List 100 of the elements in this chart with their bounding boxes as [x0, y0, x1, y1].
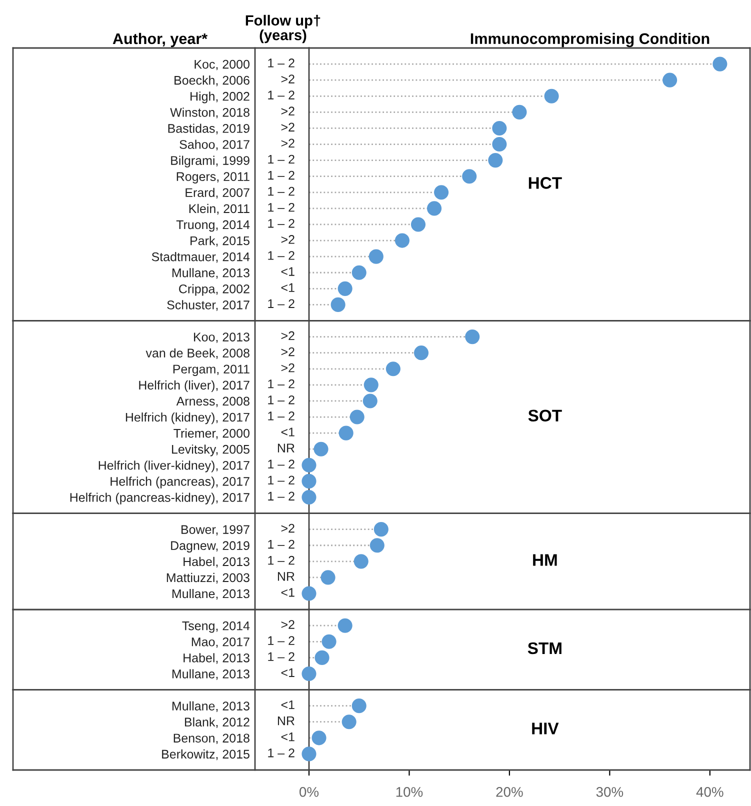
y-tick-label: Mullane, 2013: [172, 701, 250, 712]
point: [370, 538, 384, 553]
y2-tick-label: 1 – 2: [268, 154, 294, 164]
y-tick-label: Bilgrami, 1999: [171, 156, 250, 168]
y-tick-label: Stadtmauer, 2014: [152, 252, 250, 263]
point: [462, 169, 477, 184]
y2-tick-label: <1: [281, 588, 294, 597]
y2-tick-label: >2: [281, 138, 294, 148]
y2-tick-label: 1 – 2: [268, 460, 294, 468]
y2-tick-label: 1 – 2: [268, 90, 294, 100]
y2-tick-label: >2: [281, 122, 294, 132]
point: [338, 618, 352, 633]
y-tick-label: Levitsky, 2005: [172, 444, 250, 456]
y-tick-label: Mattiuzzi, 2003: [166, 572, 250, 584]
annotation: STM: [528, 642, 562, 654]
point: [492, 120, 507, 136]
point: [302, 474, 316, 488]
point: [314, 442, 328, 456]
y2-tick-label: 1 – 2: [268, 251, 294, 260]
y-tick-label: Truong, 2014: [176, 220, 250, 232]
point: [302, 746, 316, 762]
point: [434, 185, 449, 200]
point: [427, 201, 442, 216]
x-tick-label: 0%: [300, 787, 319, 797]
point: [338, 281, 352, 296]
y-tick-label: Erard, 2007: [186, 188, 250, 199]
y2-tick-label: NR: [278, 444, 294, 452]
annotation: HM: [533, 554, 557, 566]
point: [512, 104, 527, 120]
x-tick-label: 30%: [596, 787, 624, 797]
y-tick-label: van de Beek, 2008: [146, 348, 250, 359]
y-tick-label: Blank, 2012: [184, 717, 250, 728]
y2-tick-label: >2: [281, 524, 294, 533]
y-tick-label: Mullane, 2013: [172, 268, 250, 279]
y2-tick-label: <1: [281, 283, 294, 292]
point: [386, 362, 400, 376]
y2-tick-label: <1: [281, 428, 294, 436]
point: [312, 730, 326, 746]
y-tick-label: Berkowitz, 2015: [162, 749, 250, 760]
y-tick-label: Helfrich (pancreas-kidney), 2017: [70, 492, 250, 504]
y-axis-title: Author, year*: [112, 32, 208, 48]
y2-tick-label: 1 – 2: [268, 492, 294, 500]
y2-tick-label: 1 – 2: [268, 218, 294, 228]
y-tick-label: Helfrich (kidney), 2017: [126, 412, 250, 424]
point: [302, 666, 316, 682]
point: [362, 394, 378, 408]
x-tick-label: 20%: [496, 787, 523, 797]
y2-tick-label: 1 – 2: [268, 58, 294, 68]
point: [368, 249, 384, 264]
point: [354, 554, 368, 569]
y-tick-label: Rogers, 2011: [176, 172, 250, 184]
y-tick-label: Koc, 2000: [194, 60, 250, 70]
point: [320, 570, 336, 585]
point: [330, 297, 346, 312]
y2-tick-label: 1 – 2: [268, 299, 294, 308]
point: [465, 330, 480, 344]
y2-axis-title: Follow up† (years): [246, 14, 320, 44]
y2-tick-label: >2: [281, 620, 294, 629]
y2-tick-label: <1: [281, 668, 294, 677]
point: [544, 88, 559, 104]
y-tick-label: Park, 2015: [190, 236, 250, 247]
point: [364, 378, 378, 392]
point: [350, 410, 364, 424]
y-tick-label: Triemer, 2000: [174, 428, 250, 440]
point: [302, 586, 316, 601]
y-tick-label: Tseng, 2014: [182, 621, 250, 633]
y-tick-label: Dagnew, 2019: [171, 541, 250, 552]
point: [662, 72, 678, 88]
y2-tick-label: 1 – 2: [268, 652, 294, 661]
y2-tick-label: 1 – 2: [268, 636, 294, 645]
annotation: SOT: [528, 410, 562, 422]
y2-tick-label: >2: [281, 331, 294, 340]
y2-tick-label: 1 – 2: [268, 186, 294, 196]
y-tick-label: Helfrich (liver-kidney), 2017: [98, 460, 250, 472]
y2-tick-label: >2: [281, 347, 294, 356]
y2-tick-label: <1: [281, 732, 294, 742]
y-tick-label: Helfrich (liver), 2017: [139, 380, 250, 392]
point: [302, 490, 316, 505]
y2-tick-label: 1 – 2: [268, 412, 294, 420]
point: [488, 153, 503, 168]
point: [374, 522, 388, 537]
annotation: HCT: [528, 177, 562, 189]
chart-title: Immunocompromising Condition: [470, 32, 710, 48]
y-tick-label: Mao, 2017: [192, 637, 250, 648]
y2-tick-label: 1 – 2: [268, 395, 294, 404]
y-tick-label: Sahoo, 2017: [180, 140, 250, 150]
x-tick-label: 40%: [696, 787, 724, 797]
y2-tick-label: >2: [281, 363, 294, 372]
y2-tick-label: >2: [281, 74, 294, 84]
y2-tick-label: 1 – 2: [268, 540, 294, 549]
y-tick-label: Helfrich (pancreas), 2017: [110, 476, 250, 488]
y2-tick-label: NR: [278, 572, 294, 581]
y2-tick-label: <1: [281, 267, 294, 276]
point: [352, 265, 366, 280]
point: [352, 698, 366, 714]
y2-tick-label: 1 – 2: [268, 202, 294, 212]
y-tick-label: Benson, 2018: [174, 734, 250, 744]
y-tick-label: Habel, 2013: [184, 653, 250, 664]
x-tick-label: 10%: [396, 787, 423, 797]
y2-tick-label: >2: [281, 106, 294, 116]
